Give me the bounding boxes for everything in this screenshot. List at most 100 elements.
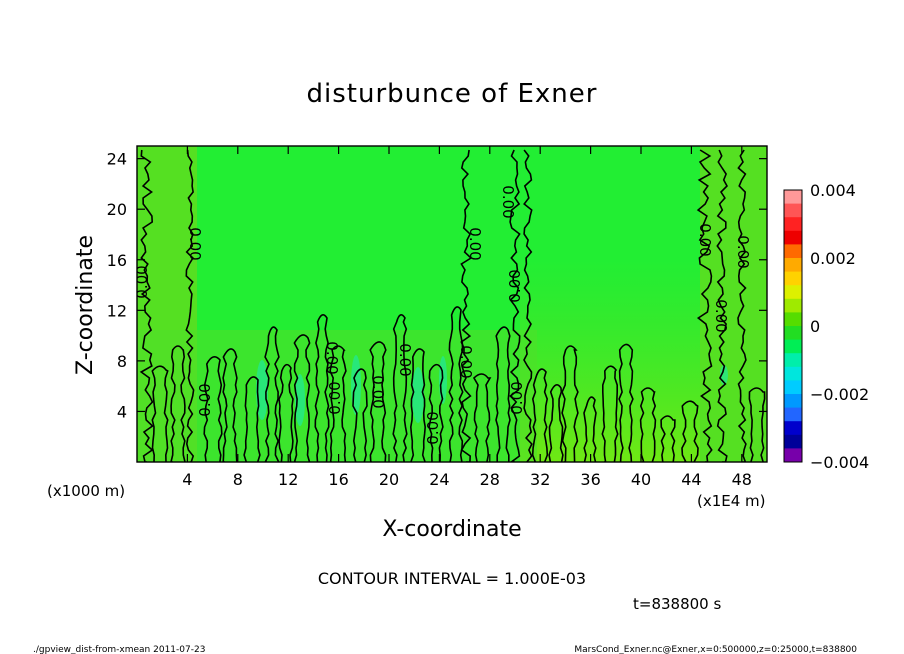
- colorbar-swatch: [784, 407, 802, 422]
- contour-line: [737, 149, 747, 462]
- footer-left-text: ./gpview_dist-from-xmean 2011-07-23: [33, 645, 205, 654]
- x-axis-label: X-coordinate: [382, 517, 521, 542]
- x-tick-label: 24: [429, 470, 449, 489]
- colorbar-label: 0.004: [810, 181, 856, 200]
- colorbar-frame: [783, 189, 803, 463]
- contour-label: 0.00: [466, 227, 484, 260]
- colorbar-swatch: [784, 190, 802, 205]
- x-tick-label: 36: [580, 470, 600, 489]
- colorbar-swatch: [784, 326, 802, 341]
- contour-line: [329, 345, 347, 462]
- colorbar-swatch: [784, 421, 802, 436]
- contour-line: [151, 365, 169, 462]
- x-tick-label: 16: [328, 470, 348, 489]
- colorbar-label: 0: [810, 317, 820, 336]
- contour-label: 0.00: [196, 383, 214, 416]
- y-tick-label: 4: [117, 402, 127, 421]
- y-tick-label: 16: [107, 251, 127, 270]
- x-tick-label: 32: [530, 470, 550, 489]
- contour-label: 0.00: [696, 223, 714, 256]
- colorbar-swatch: [784, 217, 802, 232]
- colorbar-swatch: [784, 353, 802, 368]
- y-tick-label: 8: [117, 352, 127, 371]
- colorbar-swatch: [784, 285, 802, 300]
- plot-area: 0.00 0.00 0.00 0.00 0.00 0.00 0.00 0.00 0.00 0.00…: [133, 146, 767, 462]
- contour-line: [681, 400, 699, 462]
- contour-line: [352, 368, 368, 462]
- contour-line: [170, 345, 186, 462]
- y-axis-ticks: 4 8 12 16 20 24: [107, 150, 767, 421]
- contour-line: [222, 348, 238, 462]
- contour-line: [618, 343, 634, 462]
- colorbar-swatch: [784, 230, 802, 245]
- x-tick-label: 12: [278, 470, 298, 489]
- x-tick-label: 4: [182, 470, 192, 489]
- contour-line: [185, 149, 195, 462]
- contour-line: [448, 306, 464, 462]
- contour-line: [409, 348, 427, 462]
- colorbar-swatch: [784, 434, 802, 449]
- contour-label: 0.00: [734, 235, 752, 268]
- contour-line: [495, 326, 511, 462]
- x-tick-label: 8: [233, 470, 243, 489]
- contour-line: [716, 149, 728, 462]
- chart-title: disturbunce of Exner: [307, 79, 598, 109]
- contour-line: [548, 384, 564, 462]
- contour-line: [278, 363, 294, 462]
- contour-line: [583, 396, 597, 462]
- field-right-band: [700, 146, 767, 462]
- contour-line: [392, 314, 408, 462]
- x-scale-label: (x1E4 m): [697, 492, 766, 510]
- colorbar-swatch: [784, 258, 802, 273]
- colorbar-labels: 0.004 0.002 0 −0.002 −0.004: [810, 181, 869, 472]
- x-tick-label: 48: [732, 470, 752, 489]
- colorbar-swatch: [784, 271, 802, 286]
- contour-line: [531, 368, 549, 462]
- colorbar-swatch: [784, 448, 802, 463]
- colorbar-swatch: [784, 298, 802, 313]
- contour-line: [660, 415, 676, 462]
- x-unit-label: (x1000 m): [47, 482, 125, 500]
- contour-label: 0.00: [712, 299, 730, 332]
- contour-interval-text: CONTOUR INTERVAL = 1.000E-03: [318, 569, 586, 588]
- x-tick-label: 40: [631, 470, 651, 489]
- contour-line: [561, 345, 579, 462]
- contour-line: [748, 387, 766, 462]
- colorbar-swatch: [784, 339, 802, 354]
- plot-frame: [136, 145, 768, 463]
- contour-line: [601, 365, 619, 462]
- x-tick-label: 20: [379, 470, 399, 489]
- contour-line: [369, 341, 387, 462]
- colorbar: [783, 189, 803, 463]
- contour-label: 0.00: [323, 341, 341, 374]
- x-tick-label: 28: [480, 470, 500, 489]
- contour-line: [428, 363, 444, 462]
- contour-label: 0.00: [133, 265, 151, 298]
- colorbar-label: 0.002: [810, 249, 856, 268]
- contour-label: 0.00: [506, 269, 524, 302]
- contour-label: 0.00: [326, 381, 344, 414]
- contour-line: [696, 149, 713, 462]
- y-axis-label: Z-coordinate: [73, 235, 98, 375]
- colorbar-swatch: [784, 394, 802, 409]
- y-tick-label: 24: [107, 150, 127, 169]
- contour-label: 0.00: [396, 343, 414, 376]
- contour-line: [314, 314, 330, 462]
- contour-label: 0.00: [499, 185, 517, 218]
- contour-lines: [139, 149, 766, 462]
- contour-label: 0.00: [369, 375, 387, 408]
- colorbar-swatch: [784, 244, 802, 259]
- contour-line: [264, 326, 280, 462]
- y-tick-label: 12: [107, 301, 127, 320]
- contour-line: [460, 149, 473, 462]
- contour-labels: 0.00 0.00 0.00 0.00 0.00 0.00 0.00 0.00 0.00 0.00…: [133, 185, 752, 444]
- contour-line: [293, 334, 311, 462]
- x-tick-label: 44: [681, 470, 701, 489]
- contour-line: [243, 376, 261, 462]
- contour-label: 0.00: [457, 345, 475, 378]
- colorbar-label: −0.004: [810, 453, 869, 472]
- footer-right-text: MarsCond_Exner.nc@Exner,x=0:500000,z=0:2…: [574, 645, 857, 654]
- time-text: t=838800 s: [633, 595, 721, 613]
- contour-label: 0.00: [508, 381, 526, 414]
